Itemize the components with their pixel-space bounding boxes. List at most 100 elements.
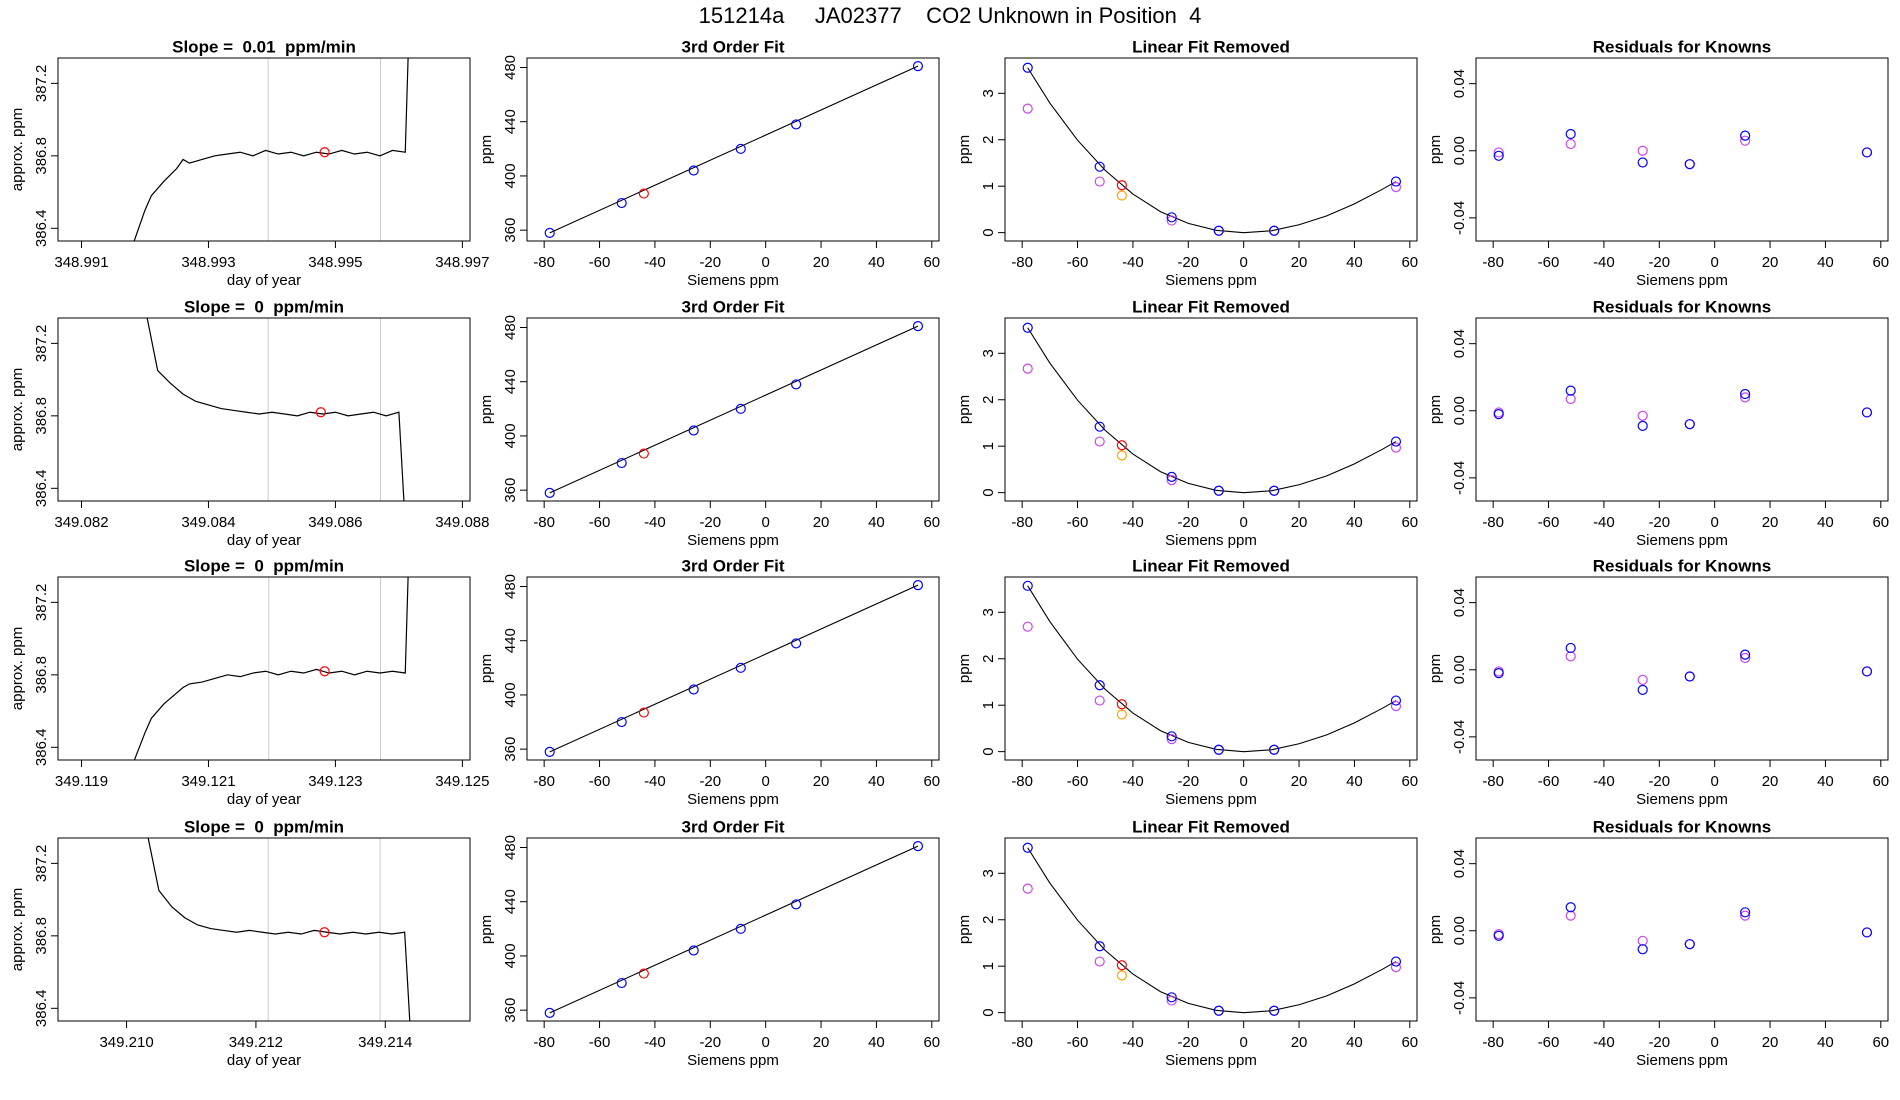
x-tick-label: -40 (1122, 1034, 1144, 1051)
point (544, 1007, 555, 1018)
y-tick-label: 0 (980, 488, 997, 496)
highlight-point (319, 666, 330, 677)
point (1116, 699, 1127, 710)
fit-line (549, 65, 919, 234)
point (1094, 176, 1105, 187)
y-tick-label: 2 (980, 655, 997, 663)
plot-frame (57, 317, 471, 502)
point (735, 403, 746, 414)
x-tick-label: -40 (644, 1034, 666, 1051)
y-tick-label: 0.00 (1451, 136, 1468, 165)
x-axis-label: Siemens ppm (687, 791, 779, 808)
point (1213, 485, 1224, 496)
x-tick-label: -20 (1648, 1034, 1670, 1051)
x-tick-label: 0 (1711, 1034, 1719, 1051)
x-tick-label: 0 (1240, 514, 1248, 531)
point (616, 457, 627, 469)
y-tick-label: 1 (980, 962, 997, 970)
point (735, 923, 746, 934)
point (1116, 960, 1127, 971)
point (791, 899, 802, 910)
panel: Linear Fit Removed -80 -60 -40 -20 0 20 40 60 0 1 2… (956, 37, 1418, 288)
x-tick-label: 40 (1346, 254, 1363, 271)
point (1493, 147, 1504, 158)
point (1166, 212, 1177, 223)
x-tick-label: -40 (1122, 254, 1144, 271)
highlight-point (315, 407, 326, 418)
point (1740, 130, 1751, 141)
panel-title: Linear Fit Removed (1132, 817, 1290, 836)
panel-title: Residuals for Knowns (1593, 297, 1772, 316)
point (1740, 907, 1751, 918)
y-axis-label: ppm (1427, 915, 1444, 944)
y-tick-label: 2 (980, 396, 997, 404)
x-tick-label: -80 (1482, 254, 1504, 271)
y-tick-label: 1 (980, 182, 997, 190)
y-tick-label: 0.00 (1451, 396, 1468, 425)
point (1390, 182, 1402, 193)
panel-title: Slope = 0 ppm/min (184, 817, 344, 836)
x-tick-label: 349.119 (55, 773, 108, 790)
point (1022, 363, 1033, 374)
point (1116, 180, 1127, 191)
point (1637, 674, 1648, 685)
x-tick-label: 60 (923, 254, 940, 271)
x-tick-label: 60 (1872, 254, 1889, 271)
plot-area (544, 61, 924, 238)
y-axis-label: ppm (956, 915, 973, 944)
x-tick-label: -20 (1648, 773, 1670, 790)
y-tick-label: 387.2 (33, 845, 50, 883)
x-tick-label: 0 (762, 514, 770, 531)
plot-frame (1475, 57, 1889, 242)
x-axis-label: day of year (227, 791, 301, 808)
panel-title: Residuals for Knowns (1593, 556, 1772, 575)
point (1740, 649, 1751, 660)
y-tick-label: 480 (502, 55, 519, 80)
plot-frame (1004, 576, 1418, 761)
panel-title: Linear Fit Removed (1132, 297, 1290, 316)
x-tick-label: 60 (923, 773, 940, 790)
y-tick-label: 400 (502, 682, 519, 707)
x-tick-label: 0 (1240, 773, 1248, 790)
data-line (133, 577, 409, 760)
x-tick-label: 0 (762, 254, 770, 271)
y-tick-label: 360 (502, 478, 519, 503)
y-axis-label: approx. ppm (9, 108, 26, 191)
point (1269, 485, 1280, 496)
panel-title: 3rd Order Fit (682, 297, 785, 316)
x-tick-label: 40 (1817, 773, 1834, 790)
x-tick-label: 348.993 (181, 254, 235, 271)
y-tick-label: -0.04 (1451, 201, 1468, 235)
point (1565, 128, 1576, 140)
y-tick-label: 440 (502, 109, 519, 134)
x-tick-label: 348.991 (54, 254, 108, 271)
point (1740, 135, 1751, 146)
x-tick-label: 60 (1872, 773, 1889, 790)
y-tick-label: 3 (980, 869, 997, 877)
y-tick-label: -0.04 (1451, 720, 1468, 754)
y-tick-label: 0.04 (1451, 849, 1468, 878)
y-tick-label: 0.04 (1451, 69, 1468, 98)
point (1565, 651, 1576, 662)
point (1684, 671, 1695, 682)
x-tick-label: -40 (1593, 254, 1615, 271)
plot-frame (526, 576, 940, 761)
fit-line (549, 584, 919, 753)
figure-title: 151214a JA02377 CO2 Unknown in Position … (699, 3, 1202, 28)
plot-frame (1004, 837, 1418, 1022)
point (1861, 927, 1873, 938)
y-axis-label: ppm (478, 915, 495, 944)
x-tick-label: 349.210 (99, 1034, 153, 1051)
plot-frame (526, 57, 940, 242)
y-tick-label: 1 (980, 442, 997, 450)
point (912, 321, 924, 332)
x-axis-label: day of year (227, 1052, 301, 1069)
panel-title: Slope = 0 ppm/min (184, 556, 344, 575)
x-axis-label: Siemens ppm (1165, 791, 1257, 808)
x-tick-label: 348.995 (308, 254, 362, 271)
point (1861, 666, 1873, 677)
x-tick-label: -20 (699, 773, 721, 790)
point (735, 143, 746, 154)
plot-area (1493, 385, 1873, 431)
